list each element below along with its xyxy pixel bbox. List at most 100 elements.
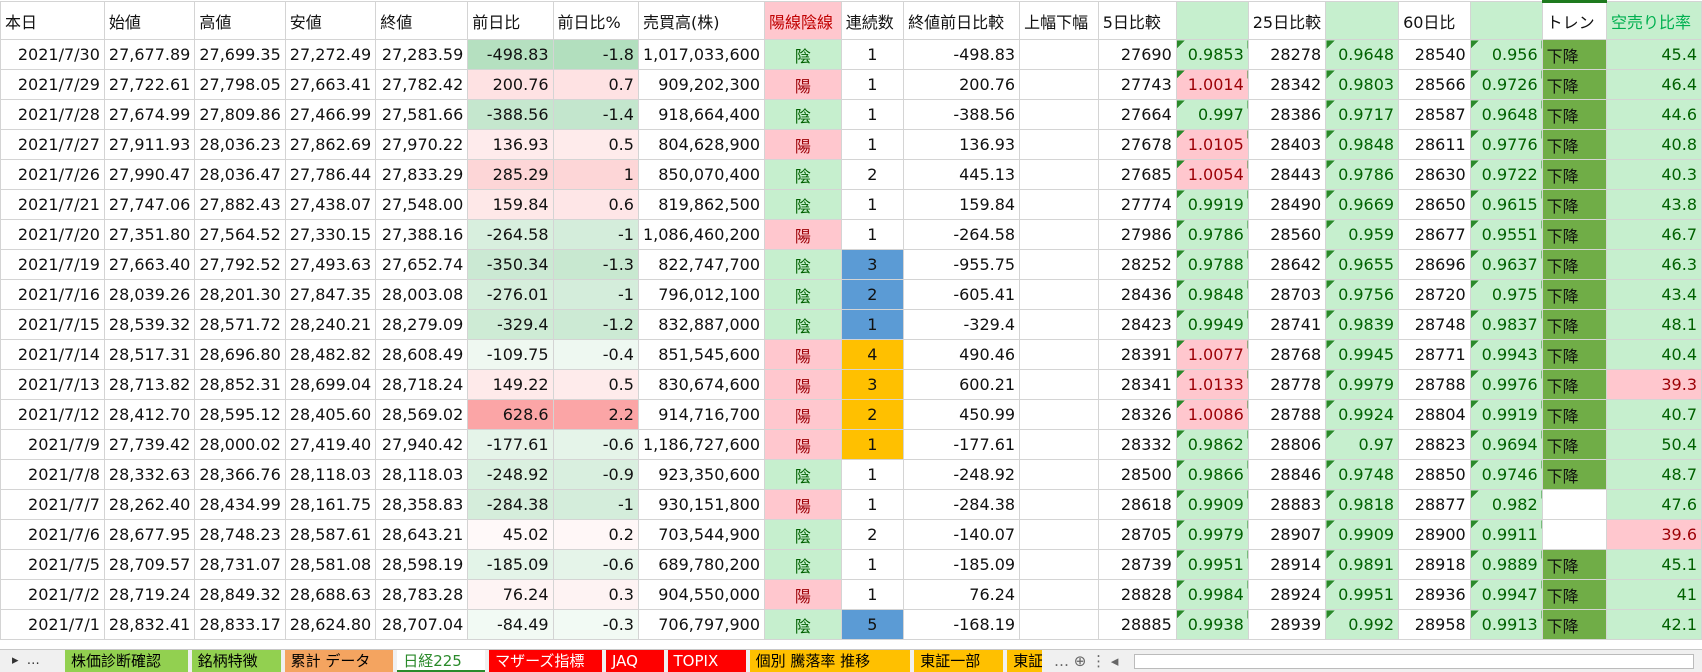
cell[interactable]: 159.84	[903, 189, 1021, 220]
cell[interactable]: 2	[840, 399, 905, 430]
cell[interactable]: -168.19	[903, 609, 1021, 640]
cell[interactable]: 2	[840, 159, 905, 190]
cell[interactable]: 1.0086	[1175, 399, 1249, 430]
cell[interactable]: 796,012,100	[637, 279, 766, 310]
cell[interactable]: 46.4	[1606, 69, 1702, 100]
cell[interactable]: 46.3	[1606, 249, 1702, 280]
cell[interactable]: 28823	[1398, 429, 1471, 460]
cell[interactable]: 0.9803	[1325, 69, 1400, 100]
cell[interactable]: 0.7	[552, 69, 639, 100]
cell[interactable]: 1,017,033,600	[637, 39, 766, 70]
cell[interactable]: 28,852.31	[194, 369, 286, 400]
cell[interactable]: -0.4	[552, 339, 639, 370]
header-cell[interactable]: 売買高(株)	[637, 1, 766, 40]
header-cell[interactable]	[1325, 1, 1400, 40]
cell[interactable]: 0.9911	[1469, 519, 1543, 550]
cell[interactable]: 3	[840, 369, 905, 400]
cell[interactable]: -185.09	[467, 549, 554, 580]
cell[interactable]: 28,358.83	[375, 489, 469, 520]
cell[interactable]: 2021/7/20	[0, 219, 105, 250]
cell[interactable]: 28391	[1097, 339, 1177, 370]
cell[interactable]: 28768	[1247, 339, 1327, 370]
cell[interactable]: -1.4	[552, 99, 639, 130]
header-cell[interactable]	[1469, 1, 1543, 40]
cell[interactable]: 陽	[764, 69, 842, 100]
cell[interactable]: 28252	[1097, 249, 1177, 280]
cell[interactable]: 27,792.52	[194, 249, 286, 280]
cell[interactable]: 28342	[1247, 69, 1327, 100]
cell[interactable]: 44.6	[1606, 99, 1702, 130]
cell[interactable]: 28,539.32	[103, 309, 196, 340]
cell[interactable]: 28,279.09	[375, 309, 469, 340]
cell[interactable]: 28642	[1247, 249, 1327, 280]
cell[interactable]	[1019, 129, 1099, 160]
cell[interactable]: 0.9909	[1175, 489, 1249, 520]
header-cell[interactable]: 終値前日比較	[903, 1, 1021, 40]
cell[interactable]	[1541, 519, 1608, 550]
cell[interactable]: 28,696.80	[194, 339, 286, 370]
cell[interactable]: 200.76	[903, 69, 1021, 100]
cell[interactable]: 28806	[1247, 429, 1327, 460]
cell[interactable]: 832,887,000	[637, 309, 766, 340]
cell[interactable]: 1	[840, 579, 905, 610]
cell[interactable]: -0.9	[552, 459, 639, 490]
cell[interactable]: 27,722.61	[103, 69, 196, 100]
cell[interactable]: 28436	[1097, 279, 1177, 310]
cell[interactable]: -329.4	[903, 309, 1021, 340]
header-cell[interactable]: 終値	[375, 1, 469, 40]
cell[interactable]: 下降	[1541, 429, 1608, 460]
cell[interactable]: 3	[840, 249, 905, 280]
cell[interactable]: 陽	[764, 369, 842, 400]
cell[interactable]: 2021/7/2	[0, 579, 105, 610]
cell[interactable]: -284.38	[467, 489, 554, 520]
cell[interactable]: 0.9722	[1469, 159, 1543, 190]
cell[interactable]: -264.58	[467, 219, 554, 250]
cell[interactable]: 28,201.30	[194, 279, 286, 310]
cell[interactable]	[1019, 159, 1099, 190]
cell[interactable]: 490.46	[903, 339, 1021, 370]
cell[interactable]: 1	[840, 129, 905, 160]
header-cell[interactable]: 始値	[103, 1, 196, 40]
cell[interactable]: 下降	[1541, 279, 1608, 310]
cell[interactable]: 1	[840, 39, 905, 70]
cell[interactable]: 0.9909	[1325, 519, 1400, 550]
cell[interactable]: 28,003.08	[375, 279, 469, 310]
cell[interactable]: 陰	[764, 189, 842, 220]
cell[interactable]: 下降	[1541, 219, 1608, 250]
cell[interactable]: 1	[840, 99, 905, 130]
cell[interactable]: -498.83	[467, 39, 554, 70]
cell[interactable]: 下降	[1541, 369, 1608, 400]
cell[interactable]: 27,272.49	[284, 39, 377, 70]
cell[interactable]: 28,718.24	[375, 369, 469, 400]
cell[interactable]	[1019, 249, 1099, 280]
cell[interactable]: 28900	[1398, 519, 1471, 550]
cell[interactable]: 0.9984	[1175, 579, 1249, 610]
cell[interactable]: 28846	[1247, 459, 1327, 490]
cell[interactable]: 1,086,460,200	[637, 219, 766, 250]
cell[interactable]: 0.9853	[1175, 39, 1249, 70]
cell[interactable]: 0.9919	[1175, 189, 1249, 220]
cell[interactable]: 2021/7/8	[0, 459, 105, 490]
cell[interactable]: 0.9866	[1175, 459, 1249, 490]
cell[interactable]: 28914	[1247, 549, 1327, 580]
cell[interactable]: 陽	[764, 489, 842, 520]
header-cell[interactable]: 本日	[0, 1, 105, 40]
cell[interactable]: 1	[552, 159, 639, 190]
cell[interactable]: 2021/7/28	[0, 99, 105, 130]
cell[interactable]: 28,731.07	[194, 549, 286, 580]
cell[interactable]: 27,564.52	[194, 219, 286, 250]
cell[interactable]: -350.34	[467, 249, 554, 280]
cell[interactable]: 28332	[1097, 429, 1177, 460]
cell[interactable]: 43.4	[1606, 279, 1702, 310]
cell[interactable]: 628.6	[467, 399, 554, 430]
cell[interactable]: 28,569.02	[375, 399, 469, 430]
cell[interactable]: 0.6	[552, 189, 639, 220]
cell[interactable]: 28,412.70	[103, 399, 196, 430]
cell[interactable]: 28883	[1247, 489, 1327, 520]
cell[interactable]: 0.9862	[1175, 429, 1249, 460]
cell[interactable]: 0.9669	[1325, 189, 1400, 220]
cell[interactable]: 下降	[1541, 609, 1608, 640]
cell[interactable]: 0.975	[1469, 279, 1543, 310]
cell[interactable]: 陰	[764, 39, 842, 70]
cell[interactable]: 27,809.86	[194, 99, 286, 130]
